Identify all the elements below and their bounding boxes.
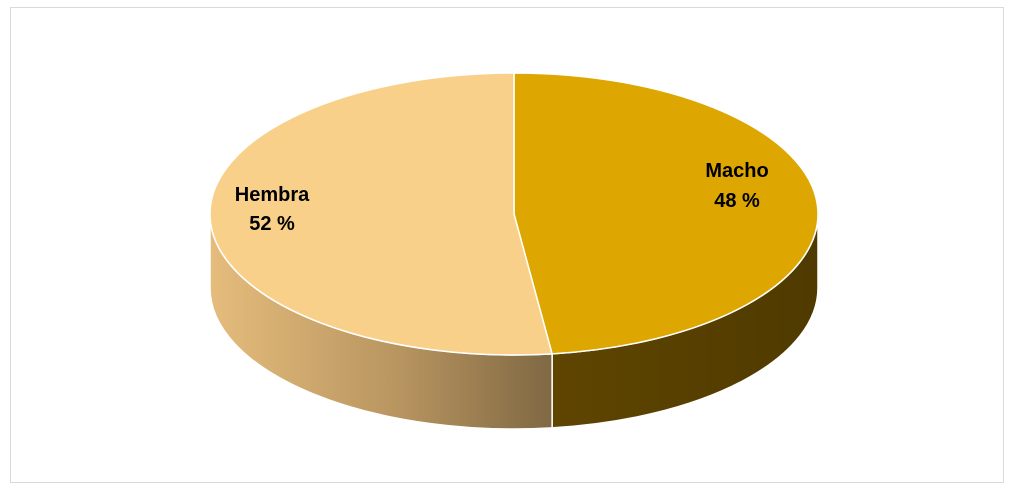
slice-label-hembra: Hembra — [235, 184, 310, 206]
label-layer: Macho 48 % Hembra 52 % — [235, 160, 769, 235]
slice-value-hembra: 52 % — [249, 213, 295, 235]
slice-label-macho: Macho — [705, 160, 768, 182]
slice-value-macho: 48 % — [714, 190, 760, 212]
slice-macho — [513, 72, 819, 355]
pie-layer — [209, 72, 819, 430]
slice-hembra — [209, 72, 553, 356]
